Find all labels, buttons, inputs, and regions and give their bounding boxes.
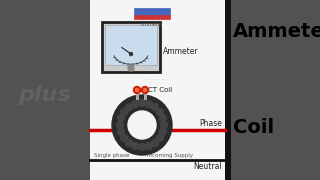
- Bar: [102, 22, 160, 72]
- Bar: [134, 8, 170, 15]
- Circle shape: [159, 128, 166, 135]
- Text: Neutral: Neutral: [193, 162, 222, 171]
- Circle shape: [151, 104, 158, 111]
- Circle shape: [141, 87, 148, 93]
- Bar: [134, 15, 170, 19]
- Text: Phase: Phase: [199, 119, 222, 128]
- Circle shape: [132, 142, 139, 149]
- Text: Ammeter: Ammeter: [233, 22, 320, 41]
- Circle shape: [156, 109, 163, 116]
- Circle shape: [112, 95, 172, 155]
- Circle shape: [121, 134, 128, 141]
- Text: ammeter: ammeter: [140, 22, 164, 27]
- Circle shape: [116, 122, 124, 129]
- Circle shape: [145, 101, 152, 108]
- Circle shape: [143, 89, 147, 91]
- Bar: [105, 25, 157, 65]
- Circle shape: [135, 89, 139, 91]
- Circle shape: [128, 65, 134, 71]
- Circle shape: [139, 143, 146, 150]
- Circle shape: [130, 53, 132, 55]
- Circle shape: [117, 115, 124, 122]
- Text: .......... .....: .......... .....: [147, 77, 167, 81]
- Text: Single phase: Single phase: [94, 153, 129, 158]
- Circle shape: [156, 134, 163, 141]
- Bar: [225, 0, 320, 180]
- Bar: [135, 90, 139, 100]
- Circle shape: [145, 142, 152, 149]
- Text: plus: plus: [19, 85, 71, 105]
- Circle shape: [121, 109, 128, 116]
- Circle shape: [161, 122, 167, 129]
- Circle shape: [117, 128, 124, 135]
- Circle shape: [133, 87, 140, 93]
- Text: Ammeter: Ammeter: [163, 48, 199, 57]
- Bar: [0, 0, 90, 180]
- Circle shape: [132, 101, 139, 108]
- Circle shape: [139, 100, 146, 107]
- Text: Incoming Supply: Incoming Supply: [147, 153, 193, 158]
- Circle shape: [125, 104, 132, 111]
- Circle shape: [151, 139, 158, 146]
- Text: CT Coil: CT Coil: [148, 87, 172, 93]
- Circle shape: [128, 111, 156, 139]
- Bar: [143, 90, 147, 100]
- Circle shape: [159, 115, 166, 122]
- Bar: [225, 0, 231, 180]
- Circle shape: [125, 139, 132, 146]
- Bar: [90, 0, 225, 180]
- Text: Coil: Coil: [233, 118, 274, 137]
